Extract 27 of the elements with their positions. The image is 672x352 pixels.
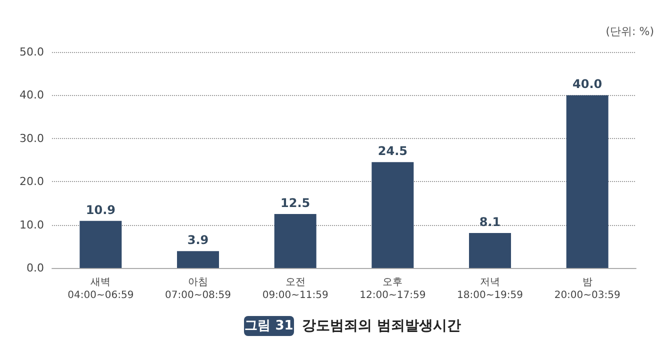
data-label: 3.9	[187, 233, 209, 248]
data-label: 12.5	[280, 196, 310, 210]
bar	[177, 251, 219, 268]
y-tick-label: 50.0	[20, 46, 44, 58]
x-tick-label: 저녁 18:00~19:59	[456, 277, 524, 301]
data-label: 10.9	[86, 202, 116, 217]
bar	[566, 95, 608, 268]
data-label: 8.1	[479, 215, 501, 230]
y-tick-label: 30.0	[20, 132, 44, 145]
data-label: 24.5	[378, 144, 408, 158]
x-tick-label: 아침 07:00~08:59	[164, 277, 232, 301]
data-label: 40.0	[572, 77, 602, 92]
bar	[80, 220, 122, 268]
y-tick-label: 20.0	[20, 175, 44, 188]
bar	[274, 214, 316, 268]
x-tick-label: 새벽 04:00~06:59	[68, 277, 134, 301]
text: 그림 31	[244, 318, 294, 334]
text: (단위: %)	[606, 25, 654, 38]
y-tick-label: 40.0	[20, 88, 44, 102]
bar	[372, 162, 414, 268]
x-tick-label: 오전 09:00~11:59	[262, 277, 328, 301]
bar	[469, 233, 511, 268]
text: 강도범죄의 범죄발생시간	[302, 318, 461, 334]
x-tick-label: 오후 12:00~17:59	[360, 277, 426, 301]
y-tick-label: 10.0	[20, 218, 44, 232]
y-tick-label: 0.0	[26, 262, 44, 274]
x-tick-label: 밤 20:00~03:59	[554, 277, 620, 301]
